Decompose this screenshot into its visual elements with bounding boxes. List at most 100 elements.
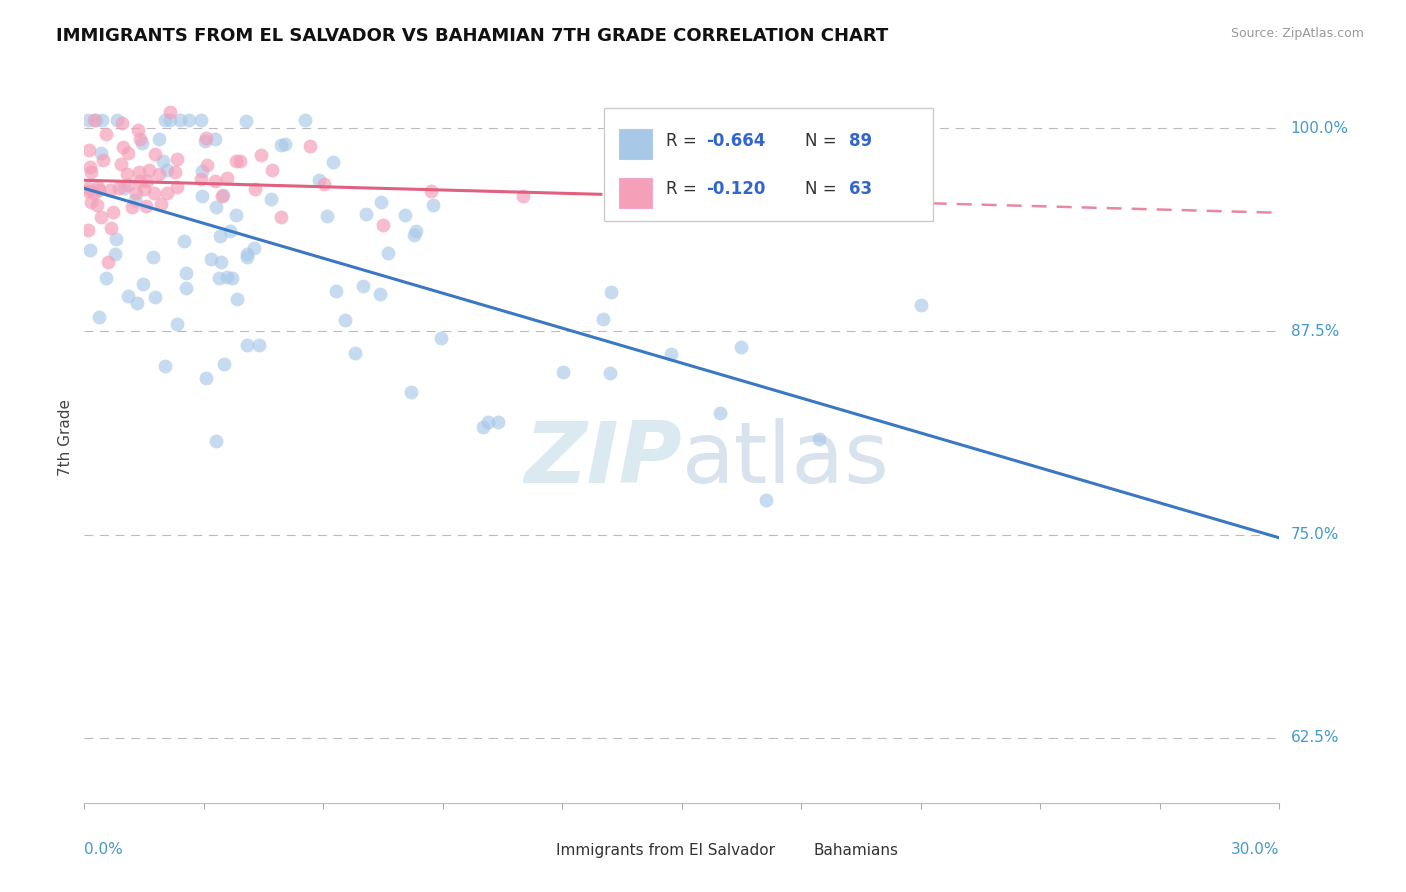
Point [117,289,139,303]
Point [191,164,214,178]
Point [315,209,337,223]
Point [851,169,873,184]
Text: 75.0%: 75.0% [1291,527,1339,542]
Point [709,406,731,420]
Point [195,371,218,385]
Point [169,113,191,128]
Point [79,243,101,257]
Point [89,310,111,324]
Point [101,204,124,219]
Text: N =: N = [806,131,842,150]
Point [77,223,100,237]
Point [128,132,150,146]
Point [86,197,108,211]
Point [195,158,218,172]
Point [807,432,830,446]
Point [150,196,173,211]
Point [155,359,177,374]
Point [132,277,155,291]
Point [191,189,214,203]
Point [354,207,377,221]
Text: 0.0%: 0.0% [84,842,124,856]
Text: 87.5%: 87.5% [1291,324,1339,339]
Text: 30.0%: 30.0% [1232,842,1279,856]
Point [399,384,422,399]
Point [80,194,103,209]
Point [79,160,101,174]
Point [404,227,426,242]
Point [156,162,179,177]
Point [124,193,146,207]
Point [135,174,157,188]
Point [115,168,138,182]
Point [127,122,149,136]
Point [260,163,283,178]
Point [125,186,148,200]
Text: -0.664: -0.664 [706,131,765,150]
Point [190,172,212,186]
Point [156,186,179,200]
Text: -0.120: -0.120 [706,180,765,198]
Point [335,312,357,326]
Point [143,147,166,161]
Point [430,331,453,345]
Point [87,183,110,197]
Text: 63: 63 [849,180,872,198]
Point [166,317,188,331]
Point [131,136,153,150]
Point [159,113,181,128]
Point [152,154,174,169]
Point [132,182,155,196]
Point [247,337,270,351]
Point [163,164,186,178]
Point [107,180,129,194]
Point [211,189,233,203]
Point [97,254,120,268]
Point [229,154,252,169]
Point [352,278,374,293]
Point [205,434,228,448]
Point [173,234,195,248]
Point [599,366,621,380]
Point [219,224,242,238]
FancyBboxPatch shape [619,178,652,208]
Point [755,492,778,507]
Point [592,311,614,326]
Text: ZIP: ZIP [524,417,682,500]
FancyBboxPatch shape [772,838,801,866]
Point [148,167,170,181]
Point [80,164,103,178]
Point [143,290,166,304]
Point [344,346,367,360]
Point [371,218,394,232]
Point [225,208,247,222]
Point [208,229,231,244]
Text: Source: ZipAtlas.com: Source: ZipAtlas.com [1230,27,1364,40]
Point [294,113,316,128]
Point [422,198,444,212]
Point [117,178,139,192]
Point [472,420,495,434]
Point [155,113,177,128]
Point [86,113,108,128]
Point [270,211,292,225]
Point [90,113,112,128]
Point [208,271,231,285]
Point [235,250,257,264]
Text: R =: R = [666,131,703,150]
Point [225,153,247,168]
Point [77,144,100,158]
Point [221,271,243,285]
Point [314,177,336,191]
Point [83,112,105,127]
Point [148,132,170,146]
Point [166,179,188,194]
Point [83,186,105,200]
Point [111,139,134,153]
Point [96,128,118,142]
Point [235,337,257,351]
Point [225,292,247,306]
Point [166,152,188,166]
Text: R =: R = [666,180,703,198]
Text: atlas: atlas [682,417,890,500]
